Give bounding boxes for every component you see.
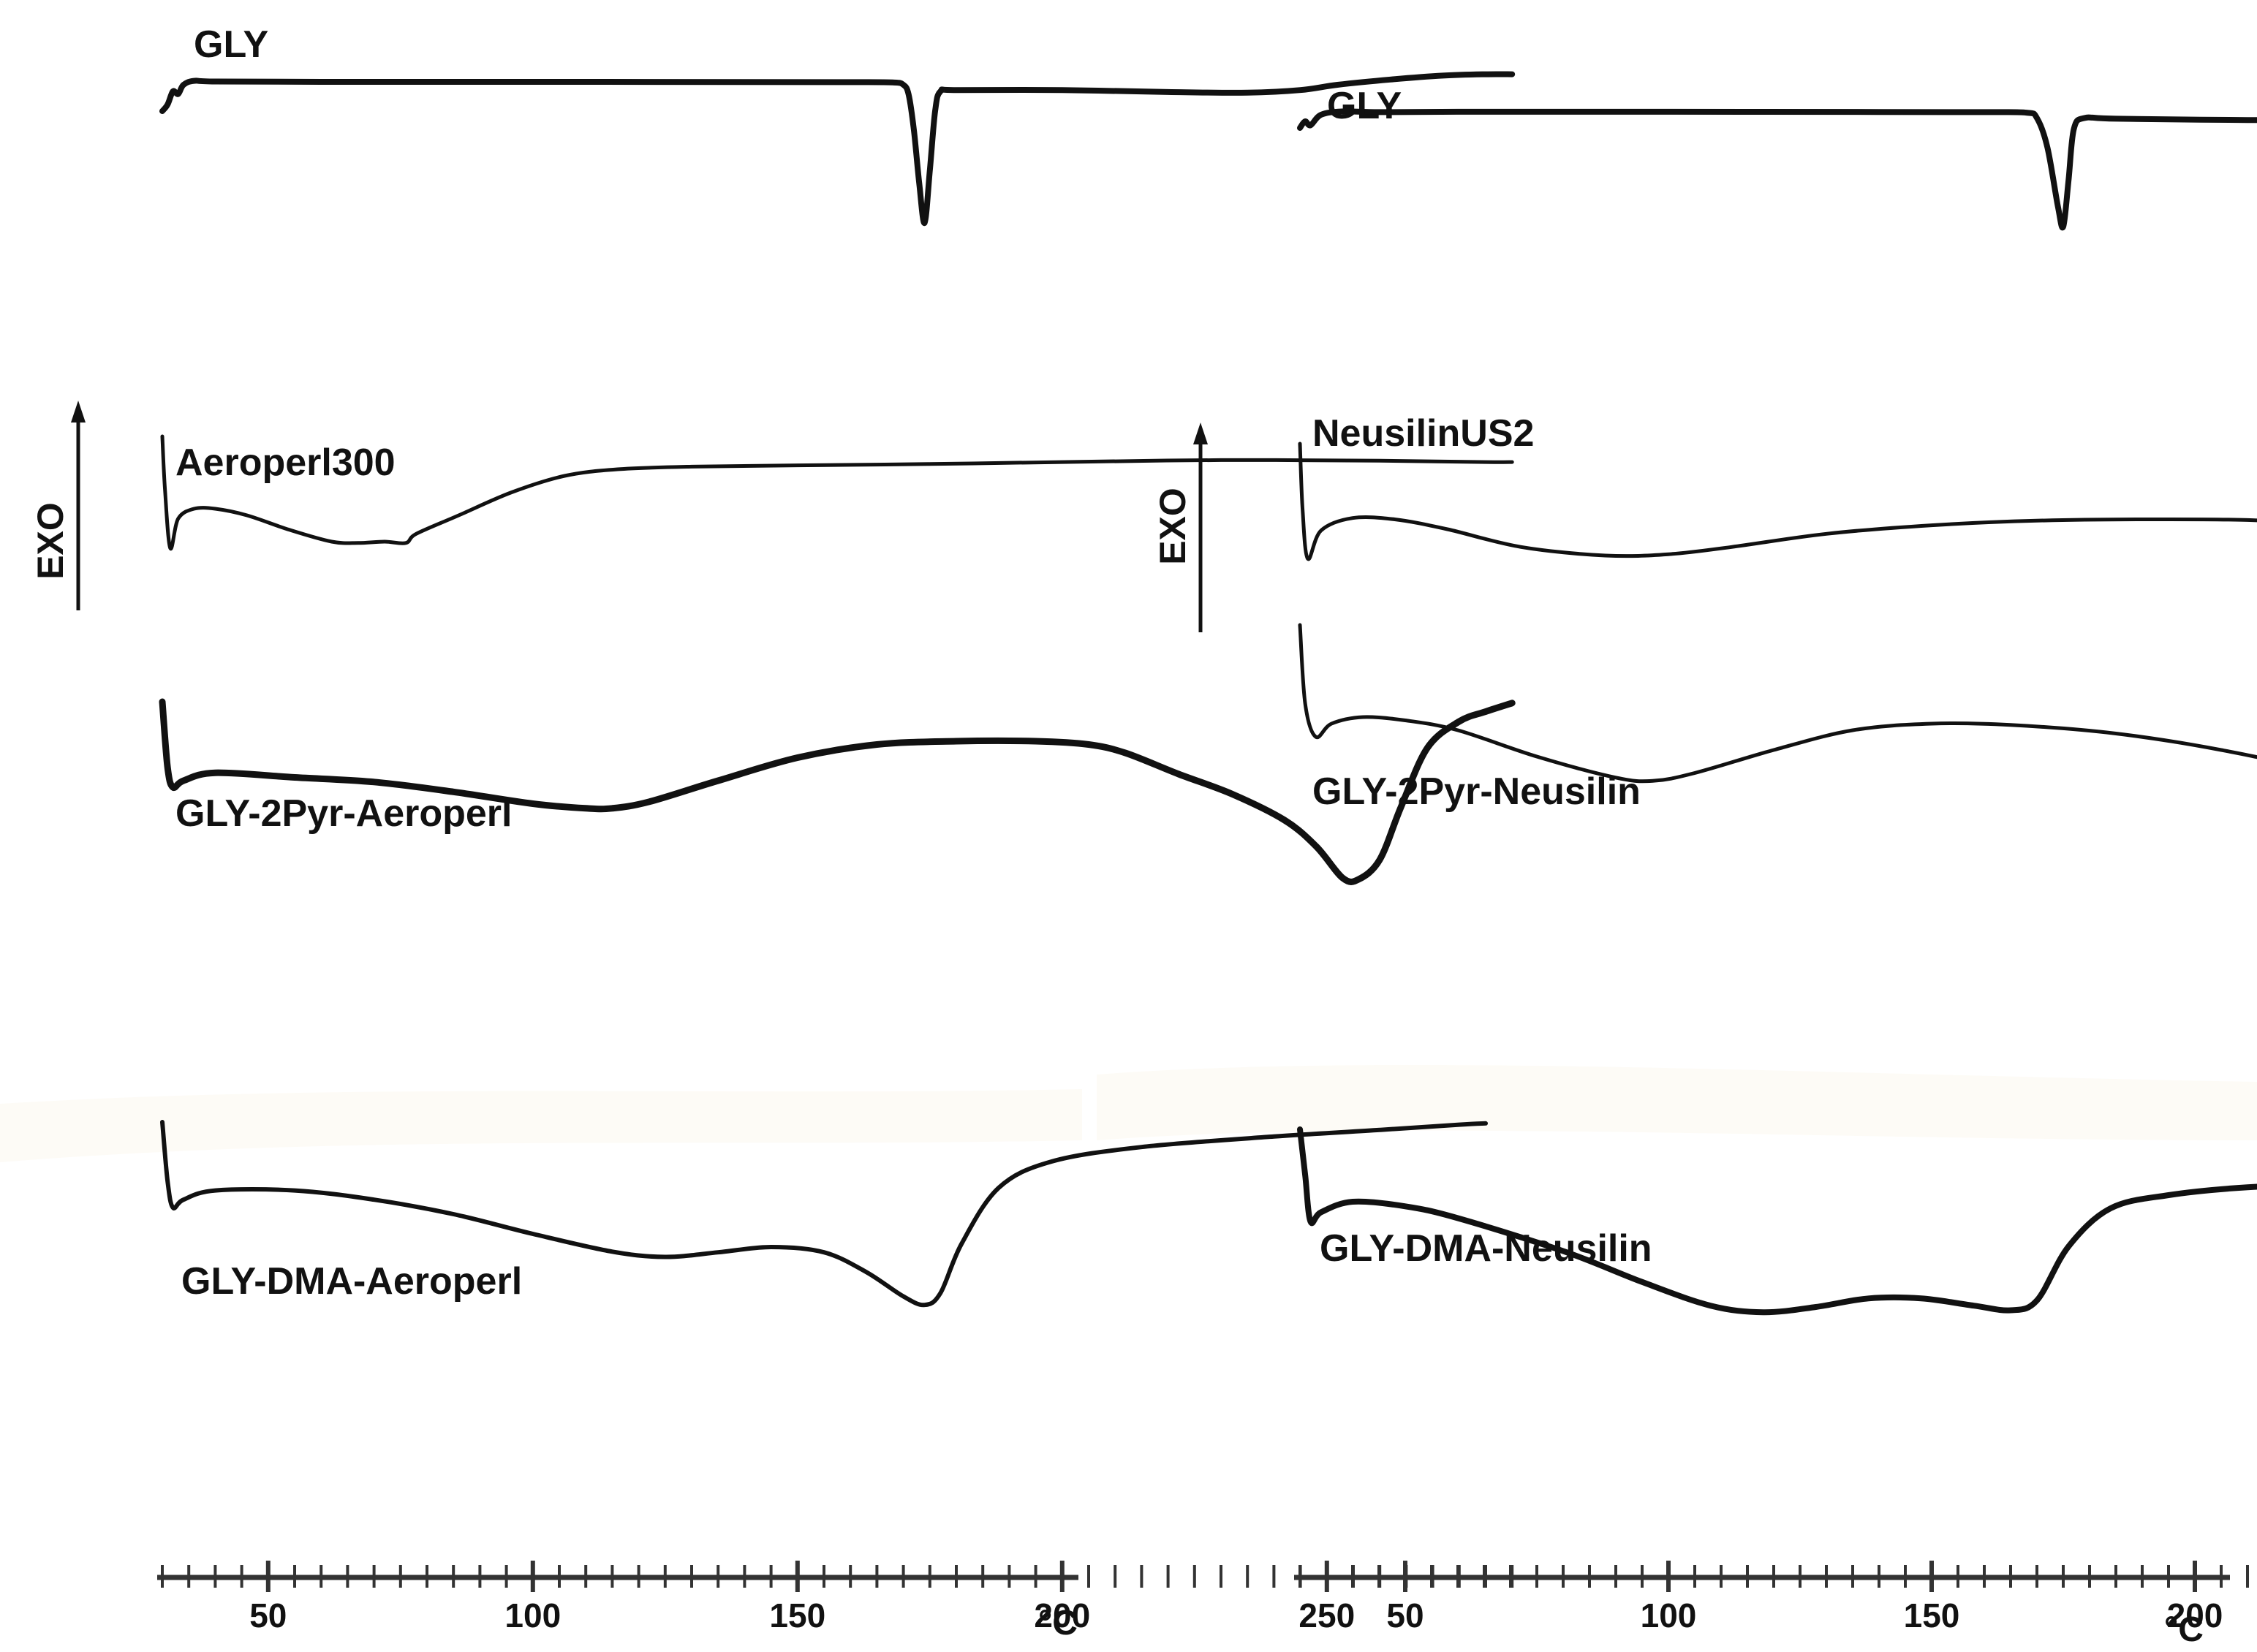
label-gly: GLY bbox=[1327, 85, 1402, 127]
tick-label-250: 250 bbox=[1298, 1596, 1355, 1634]
background-streak bbox=[1097, 1065, 2257, 1140]
dsc-panel-neusilin: EXO GLY NeusilinUS2 GLY-2Pyr-Neusilin GL… bbox=[1152, 85, 2257, 1649]
exo-arrow-head bbox=[1193, 423, 1208, 444]
label-gly: GLY bbox=[194, 23, 268, 66]
x-unit-label: °C bbox=[1038, 1604, 1078, 1642]
x-axis-tick-labels: 50 100 150 200 250 bbox=[1386, 1596, 2223, 1634]
tick-label-100: 100 bbox=[504, 1596, 561, 1634]
label-gly-dma-aeroperl: GLY-DMA-Aeroperl bbox=[181, 1260, 522, 1303]
label-gly-dma-neusilin: GLY-DMA-Neusilin bbox=[1320, 1227, 1652, 1270]
tick-label-200: 200 bbox=[2167, 1596, 2223, 1634]
curve-gly-2pyr-neusilin bbox=[1298, 623, 2257, 784]
label-gly-2pyr-neusilin: GLY-2Pyr-Neusilin bbox=[1312, 770, 1641, 813]
curve-aeroperl300 bbox=[160, 434, 1514, 551]
label-aeroperl300: Aeroperl300 bbox=[175, 442, 396, 484]
exo-label: EXO bbox=[30, 502, 71, 580]
curve-gly-2pyr-aeroperl bbox=[159, 698, 1516, 885]
label-neusilinus2: NeusilinUS2 bbox=[1312, 412, 1534, 455]
x-axis-ticks bbox=[1298, 1561, 2249, 1592]
exo-arrow-head bbox=[71, 401, 86, 423]
x-unit-label: °C bbox=[2164, 1610, 2204, 1649]
exo-label: EXO bbox=[1152, 488, 1193, 565]
tick-label-200: 200 bbox=[1034, 1596, 1090, 1634]
dsc-panel-aeroperl: EXO GLY Aeroperl300 GLY-2Pyr-Aeroperl GL… bbox=[30, 23, 1516, 1642]
curve-gly-dma-neusilin bbox=[1297, 1126, 2257, 1316]
tick-label-150: 150 bbox=[1904, 1596, 1960, 1634]
curve-neusilinus2 bbox=[1298, 442, 2257, 561]
tick-label-150: 150 bbox=[769, 1596, 825, 1634]
curve-gly bbox=[159, 71, 1516, 227]
tick-label-50: 50 bbox=[1386, 1596, 1424, 1634]
tick-label-100: 100 bbox=[1641, 1596, 1697, 1634]
x-axis-tick-labels: 50 100 150 200 250 bbox=[249, 1596, 1355, 1634]
curve-gly-dma-aeroperl bbox=[160, 1120, 1488, 1308]
background-streak bbox=[0, 1089, 1082, 1162]
curve-gly bbox=[1297, 108, 2257, 231]
label-gly-2pyr-aeroperl: GLY-2Pyr-Aeroperl bbox=[175, 792, 512, 835]
tick-label-50: 50 bbox=[249, 1596, 287, 1634]
